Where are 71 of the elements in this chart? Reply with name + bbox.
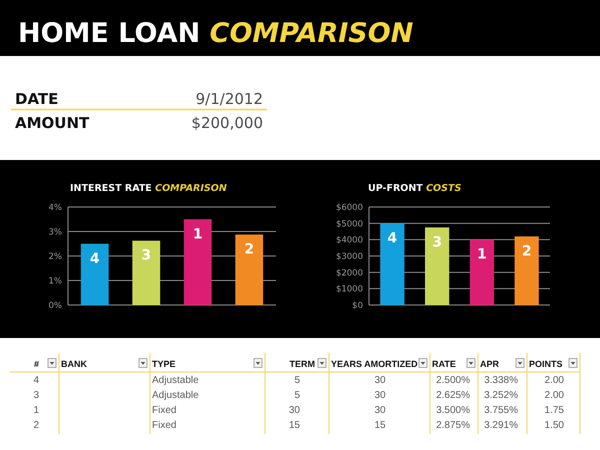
y-tick-label: $5000 — [336, 219, 363, 230]
x-tick-label: 4 — [90, 250, 100, 267]
y-tick-label: $0 — [352, 300, 363, 311]
category-label: RATE — [432, 359, 456, 369]
text: 9/1/2012 — [196, 90, 263, 108]
text: 5 — [294, 375, 300, 386]
text: 2.00 — [544, 375, 564, 386]
text: 3.500% — [436, 405, 470, 416]
text: Adjustable — [152, 390, 199, 401]
text: Fixed — [152, 405, 176, 416]
text: 3 — [33, 390, 39, 401]
x-tick-label: 4 — [387, 230, 398, 246]
bar — [425, 227, 450, 305]
y-tick-label: $3000 — [336, 252, 363, 262]
text: 5 — [294, 390, 300, 401]
y-tick-label: $2000 — [336, 268, 363, 278]
bar — [184, 219, 212, 305]
text: 1 — [33, 405, 39, 416]
category-label: APR — [480, 359, 500, 369]
bar — [514, 236, 539, 305]
text: 30 — [374, 390, 386, 401]
y-tick-label: 0% — [48, 300, 62, 311]
category-label: POINTS — [529, 359, 563, 369]
text: 2.500% — [436, 375, 470, 386]
x-tick-label: 3 — [432, 234, 442, 250]
x-tick-label: 2 — [244, 242, 254, 258]
text: Fixed — [152, 420, 176, 431]
bar — [380, 223, 404, 305]
y-tick-label: 2% — [48, 252, 62, 262]
x-tick-label: 2 — [522, 243, 532, 260]
text: 2.625% — [436, 390, 470, 401]
text: 1.75 — [544, 405, 564, 416]
text: HOME LOAN COMPARISON — [18, 18, 414, 49]
y-tick-label: $4000 — [336, 236, 363, 246]
text: 15 — [374, 420, 386, 431]
text: 15 — [288, 420, 300, 431]
y-tick-label: 1% — [48, 276, 62, 286]
category-label: TYPE — [152, 359, 176, 369]
x-tick-label: 1 — [192, 226, 203, 242]
text: 1.50 — [544, 420, 564, 431]
text: 4 — [33, 375, 39, 386]
category-label: TERM — [290, 359, 315, 369]
text: 3.291% — [484, 420, 518, 431]
text: 30 — [374, 405, 386, 416]
text: DATE — [15, 90, 58, 108]
text: 3.252% — [484, 390, 518, 401]
x-tick-label: 1 — [477, 246, 487, 263]
bar — [80, 244, 109, 305]
text: 2.875% — [436, 420, 470, 431]
text: Adjustable — [152, 375, 199, 386]
text: 30 — [288, 405, 300, 416]
y-tick-label: 3% — [48, 227, 62, 238]
y-tick-label: $1000 — [336, 284, 363, 295]
bar — [470, 240, 494, 305]
bar — [235, 234, 264, 305]
bar — [132, 240, 160, 305]
y-tick-label: $6000 — [336, 202, 363, 213]
text: $200,000 — [191, 114, 263, 132]
text: 30 — [374, 375, 386, 386]
category-label: BANK — [61, 359, 88, 369]
chart-title: INTEREST RATE COMPARISON — [70, 183, 227, 194]
x-tick-label: 3 — [141, 248, 152, 264]
chart-title: UP-FRONT COSTS — [368, 183, 462, 194]
text: 2 — [33, 420, 39, 431]
text: 3.755% — [484, 405, 518, 416]
category-label: # — [34, 359, 39, 369]
text: 2.00 — [544, 390, 564, 401]
text: AMOUNT — [15, 114, 90, 132]
text: 3.338% — [484, 375, 518, 386]
category-label: YEARS AMORTIZED — [331, 359, 418, 369]
y-tick-label: 4% — [48, 202, 62, 213]
